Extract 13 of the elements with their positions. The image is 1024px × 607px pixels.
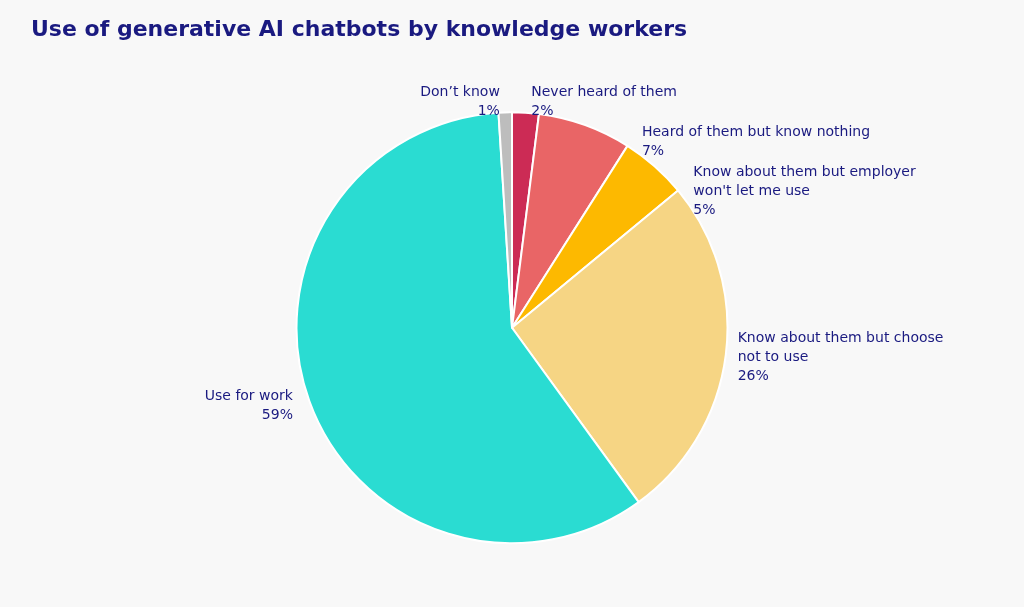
data-label: 2%: [531, 102, 554, 119]
data-label: 26%: [737, 367, 769, 384]
data-label: 7%: [641, 142, 665, 159]
data-label: 59%: [261, 406, 293, 423]
slice-label: Never heard of them: [531, 83, 677, 100]
slice-label: Heard of them but know nothing: [641, 123, 871, 140]
chart-title: Use of generative AI chatbots by knowledge workers: [31, 15, 688, 41]
slice-label: Know about them but choose not to use: [737, 329, 948, 365]
slice-label: Use for work: [204, 387, 294, 404]
slice-label: Know about them but employer won't let me use: [693, 163, 921, 199]
data-label: 5%: [693, 201, 716, 218]
slice-label: Don’t know: [420, 82, 500, 99]
data-label: 1%: [477, 101, 500, 118]
